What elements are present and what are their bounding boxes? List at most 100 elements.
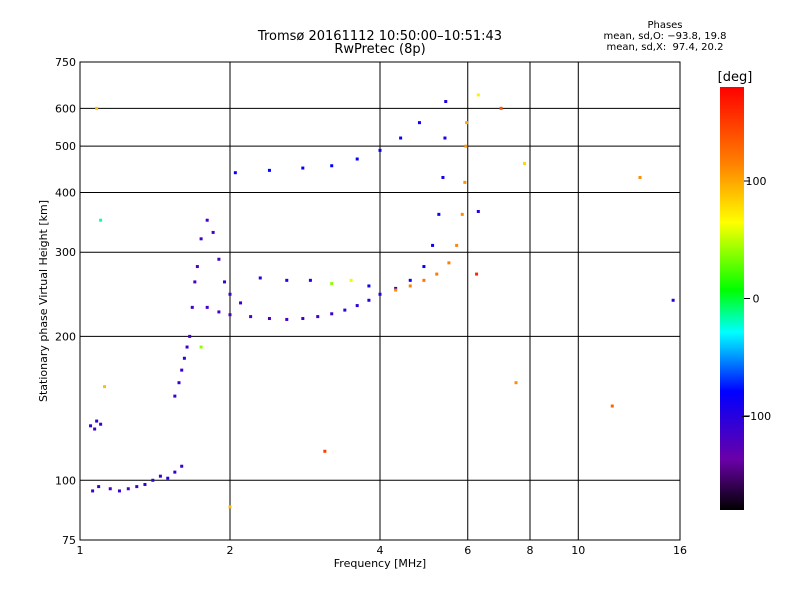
- scatter-point: [239, 301, 243, 305]
- scatter-point: [476, 93, 480, 97]
- scatter-point: [97, 485, 101, 489]
- scatter-point: [417, 121, 421, 125]
- scatter-point: [217, 257, 221, 261]
- scatter-point: [394, 286, 398, 290]
- scatter-point: [173, 394, 177, 398]
- phase-summary-title: Phases: [647, 20, 683, 31]
- scatter-point: [249, 315, 253, 319]
- scatter-point: [193, 280, 197, 284]
- scatter-point: [435, 272, 439, 276]
- data-points: [89, 93, 675, 509]
- scatter-point: [180, 464, 184, 468]
- scatter-point: [258, 276, 262, 280]
- scatter-point: [166, 476, 170, 480]
- scatter-point: [463, 180, 467, 184]
- scatter-point: [499, 106, 503, 110]
- phase-summary: Phases mean, sd,O: −93.8, 19.8 mean, sd,…: [600, 20, 730, 53]
- scatter-point: [228, 505, 232, 509]
- y-axis-ticks: 75 100 200 300 400 500 600 750: [55, 56, 76, 547]
- scatter-point: [355, 157, 359, 161]
- phase-summary-o: mean, sd,O: −93.8, 19.8: [603, 31, 727, 42]
- y-axis-label: Stationary phase Virtual Height [km]: [37, 200, 50, 402]
- scatter-point: [367, 298, 371, 302]
- scatter-point: [99, 218, 103, 222]
- phase-summary-x: mean, sd,X: 97.4, 20.2: [606, 42, 724, 53]
- scatter-point: [190, 305, 194, 309]
- scatter-point: [323, 449, 327, 453]
- scatter-point: [422, 278, 426, 282]
- scatter-point: [126, 487, 130, 491]
- chart-title: Tromsø 20161112 10:50:00–10:51:43: [257, 29, 502, 44]
- scatter-point: [343, 308, 347, 312]
- scatter-point: [355, 304, 359, 308]
- scatter-point: [199, 345, 203, 349]
- scatter-point: [158, 474, 162, 478]
- scatter-point: [267, 316, 271, 320]
- scatter-point: [228, 313, 232, 317]
- scatter-point: [330, 312, 334, 316]
- colorbar-tick-label: −100: [741, 410, 771, 423]
- scatter-point: [330, 164, 334, 168]
- colorbar-tick-label: 100: [746, 175, 767, 188]
- scatter-point: [195, 265, 199, 269]
- colorbar-label: [deg]: [718, 70, 753, 85]
- scatter-point: [223, 280, 227, 284]
- scatter-point: [465, 121, 469, 125]
- chart-subtitle: RwPretec (8p): [334, 42, 425, 57]
- scatter-point: [476, 210, 480, 214]
- plot-frame: [79, 61, 681, 541]
- scatter-point: [228, 292, 232, 296]
- x-tick-label: 1: [77, 544, 84, 557]
- scatter-point: [267, 168, 271, 172]
- y-tick-label: 500: [55, 140, 76, 153]
- scatter-point: [177, 381, 181, 385]
- scatter-point: [135, 485, 139, 489]
- scatter-point: [431, 243, 435, 247]
- y-tick-label: 600: [55, 102, 76, 115]
- x-tick-label: 10: [571, 544, 585, 557]
- scatter-point: [523, 161, 527, 165]
- scatter-point: [285, 317, 289, 321]
- x-tick-label: 8: [527, 544, 534, 557]
- y-tick-label: 200: [55, 330, 76, 343]
- scatter-point: [99, 422, 103, 426]
- x-tick-label: 2: [227, 544, 234, 557]
- scatter-point: [233, 171, 237, 175]
- y-tick-label: 75: [62, 534, 76, 547]
- scatter-point: [394, 288, 398, 292]
- x-tick-label: 4: [377, 544, 384, 557]
- scatter-point: [330, 282, 334, 286]
- scatter-point: [399, 136, 403, 140]
- scatter-point: [671, 298, 675, 302]
- scatter-point: [610, 404, 614, 408]
- scatter-point: [638, 175, 642, 179]
- colorbar-ticks: 100 0 −100: [741, 175, 771, 423]
- scatter-point: [89, 424, 93, 428]
- y-tick-label: 300: [55, 246, 76, 259]
- scatter-point: [182, 356, 186, 360]
- scatter-point: [460, 212, 464, 216]
- scatter-point: [441, 175, 445, 179]
- scatter-point: [367, 284, 371, 288]
- scatter-point: [117, 489, 121, 493]
- scatter-point: [316, 315, 320, 319]
- scatter-point: [514, 381, 518, 385]
- scatter-point: [349, 278, 353, 282]
- scatter-point: [151, 478, 155, 482]
- scatter-point: [173, 470, 177, 474]
- y-tick-label: 750: [55, 56, 76, 69]
- scatter-point: [455, 243, 459, 247]
- x-axis-ticks: 1 2 4 6 8 10 16: [77, 544, 688, 557]
- scatter-point: [447, 261, 451, 265]
- scatter-point: [464, 144, 468, 148]
- scatter-point: [205, 305, 209, 309]
- y-tick-label: 400: [55, 186, 76, 199]
- scatter-point: [108, 487, 112, 491]
- scatter-point: [285, 278, 289, 282]
- scatter-point: [408, 284, 412, 288]
- scatter-point: [95, 419, 99, 423]
- scatter-point: [301, 316, 305, 320]
- gridlines: [80, 62, 680, 540]
- colorbar-tick-label: 0: [753, 293, 760, 306]
